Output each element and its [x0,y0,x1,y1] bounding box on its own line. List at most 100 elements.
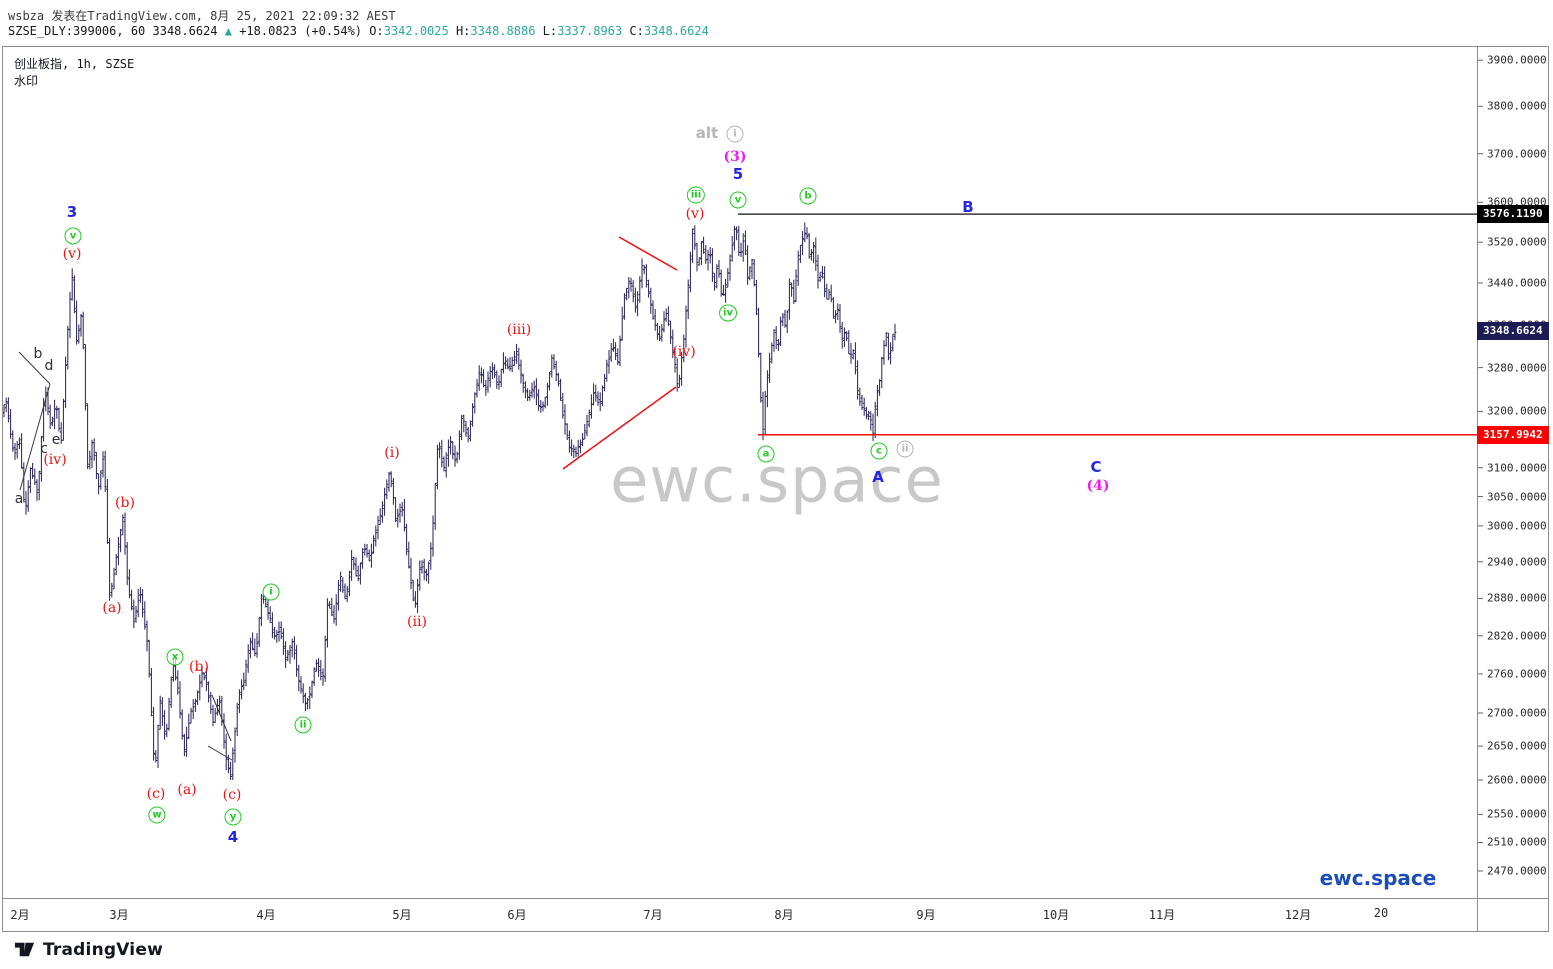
wave-label-i[interactable]: (i) [384,445,400,461]
wave-label-iv[interactable]: iv [719,304,737,322]
wave-label-d[interactable]: d [44,358,54,374]
wave-label-3[interactable]: 3 [66,203,78,221]
header-symbol-line: SZSE_DLY:399006, 60 3348.6624 ▲ +18.0823… [8,24,709,38]
wave-label-x[interactable]: x [166,648,184,666]
wave-label-a[interactable]: a [757,445,775,463]
header-quote-part: +18.0823 (+0.54%) [239,24,370,38]
wave-label-ii[interactable]: (ii) [407,614,427,630]
header-quote-part: ▲ [224,24,240,38]
price-axis-label: 3520.0000 [1487,235,1547,249]
chart-legend-watermark-label[interactable]: 水印 [14,74,39,88]
time-axis-label: 2月 [10,908,30,922]
time-axis-label: 12月 [1284,908,1312,922]
wave-label-b[interactable]: b [33,346,43,362]
price-axis-label: 3900.0000 [1487,53,1547,67]
wave-label-a[interactable]: (a) [102,600,122,616]
header-quote-part: 3342.0025 [383,24,456,38]
wave-label-c[interactable]: (c) [222,787,242,803]
wave-label-v[interactable]: v [64,227,82,245]
wave-label-ii[interactable]: ii [294,716,312,734]
tradingview-logo-text: TradingView [43,939,163,960]
trendline[interactable] [18,351,51,385]
price-axis-label: 2820.0000 [1487,629,1547,643]
wave-label-ii[interactable]: ii [896,440,914,458]
time-axis-label: 3月 [109,908,129,922]
tradingview-logo-icon [14,942,35,957]
time-axis-label: 9月 [916,908,936,922]
time-axis-label: 6月 [507,908,527,922]
price-axis-label: 3000.0000 [1487,519,1547,533]
header-quote-part: H: [455,24,471,38]
price-axis-label: 3200.0000 [1487,404,1547,418]
trendline[interactable] [562,386,677,470]
wave-label-C[interactable]: C [1090,458,1102,476]
wave-label-i[interactable]: i [726,125,744,143]
wave-label-i[interactable]: i [262,583,280,601]
time-axis-label: 10月 [1042,908,1070,922]
wave-label-4[interactable]: (4) [1086,478,1110,494]
price-axis-label: 2700.0000 [1487,706,1547,720]
price-axis-label: 2600.0000 [1487,773,1547,787]
price-label-chip: 3157.9942 [1477,425,1549,444]
chart-frame-top [2,46,1548,47]
wave-label-e[interactable]: e [51,432,61,448]
price-axis-label: 3800.0000 [1487,99,1547,113]
header-byline: wsbza 发表在TradingView.com, 8月 25, 2021 22… [8,9,396,23]
wave-label-3[interactable]: (3) [723,149,747,165]
time-axis-label: 11月 [1148,908,1176,922]
wave-label-iv[interactable]: (iv) [43,452,67,468]
price-bars [2,222,897,780]
wave-label-b[interactable]: b [799,187,817,205]
wave-label-5[interactable]: 5 [732,165,744,183]
header-quote-part: L: [542,24,558,38]
price-axis-label: 2550.0000 [1487,807,1547,821]
center-watermark: ewc.space [610,443,944,517]
wave-label-iv[interactable]: (iv) [672,344,696,360]
wave-label-iii[interactable]: iii [686,186,706,204]
wave-label-b[interactable]: (b) [115,495,135,511]
wave-label-y[interactable]: y [224,808,242,826]
chart-legend-title[interactable]: 创业板指, 1h, SZSE [14,57,135,71]
price-axis-label: 3050.0000 [1487,490,1547,504]
wave-label-iii[interactable]: (iii) [506,322,532,338]
corner-brand-watermark: ewc.space [1319,866,1437,890]
wave-label-B[interactable]: B [962,198,974,216]
wave-label-w[interactable]: w [148,806,166,824]
wave-label-a[interactable]: (a) [177,782,197,798]
time-axis-label: 5月 [392,908,412,922]
wave-label-b[interactable]: (b) [189,659,209,675]
header-quote-part: O: [369,24,384,38]
chart-frame-right [1548,46,1549,932]
header-quote-part: 3348.6624 [643,24,709,38]
trendline[interactable] [211,694,232,742]
wave-label-a[interactable]: a [14,491,24,507]
price-axis-label: 3100.0000 [1487,461,1547,475]
header-quote-part: 3337.8963 [557,24,630,38]
price-label-chip: 3576.1190 [1477,205,1549,224]
wave-label-A[interactable]: A [872,468,884,486]
wave-label-alt[interactable]: alt [695,124,719,142]
price-axis-separator [1477,46,1478,932]
wave-label-v[interactable]: (v) [685,206,705,222]
wave-label-c[interactable]: (c) [146,786,166,802]
wave-label-c[interactable]: c [870,442,888,460]
time-axis-label: 20 [1373,906,1389,920]
price-axis-label: 2470.0000 [1487,864,1547,878]
trendline[interactable] [618,236,678,271]
header-quote-part: 3348.8886 [470,24,543,38]
tradingview-logo[interactable]: TradingView [13,938,163,961]
trendline[interactable] [19,383,51,491]
price-axis-label: 3700.0000 [1487,147,1547,161]
wave-label-4[interactable]: 4 [227,828,239,846]
time-axis-label: 8月 [774,908,794,922]
trendline[interactable] [207,745,233,761]
price-axis-label: 2510.0000 [1487,835,1547,849]
time-axis-border [2,931,1548,932]
wave-label-v[interactable]: (v) [62,246,82,262]
wave-label-c[interactable]: c [40,441,48,457]
wave-label-v[interactable]: v [729,191,747,209]
